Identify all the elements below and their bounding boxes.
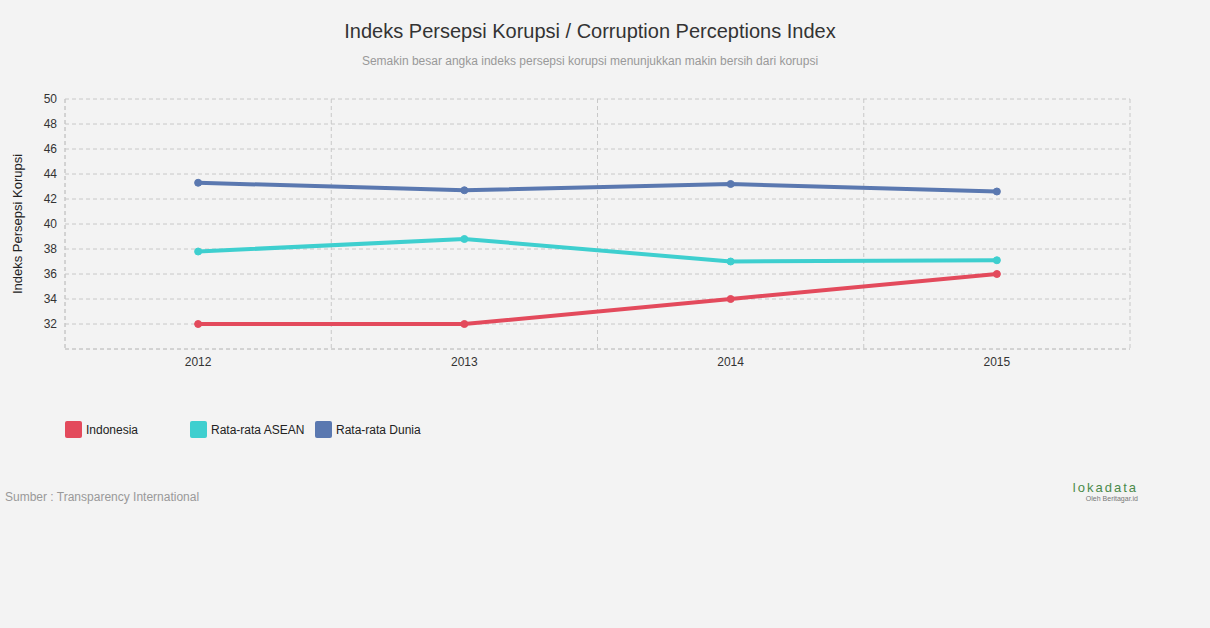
html-text:Sumber : Transparency Internat: Sumber : Transparency International [5,490,200,504]
svg-text:32: 32 [44,317,58,331]
svg-text:36: 36 [44,267,58,281]
html-text:Rata-rata ASEAN: Rata-rata ASEAN [211,422,305,437]
svg-text:38: 38 [44,242,58,256]
html-text:lokadata: lokadata [1072,480,1138,495]
svg-text:2012: 2012 [185,355,212,369]
html-text:Oleh Beritagar.id: Oleh Beritagar.id [1085,495,1138,502]
svg-text:42: 42 [44,192,58,206]
svg-text:44: 44 [44,167,58,181]
svg-text:Indeks Persepsi Korupsi: Indeks Persepsi Korupsi [10,154,25,294]
svg-text:34: 34 [44,292,58,306]
svg-text:2013: 2013 [451,355,478,369]
html-text:Indeks Persepsi Korupsi / Corr: Indeks Persepsi Korupsi / Corruption Per… [344,20,836,42]
html-text:Semakin besar angka indeks per: Semakin besar angka indeks persepsi koru… [361,54,819,68]
svg-text:2014: 2014 [717,355,744,369]
svg-text:40: 40 [44,217,58,231]
svg-text:2015: 2015 [984,355,1011,369]
svg-text:50: 50 [44,92,58,106]
svg-text:46: 46 [44,142,58,156]
html-text:Indonesia: Indonesia [86,422,138,437]
svg-text:48: 48 [44,117,58,131]
html-text:Rata-rata Dunia: Rata-rata Dunia [336,422,421,437]
